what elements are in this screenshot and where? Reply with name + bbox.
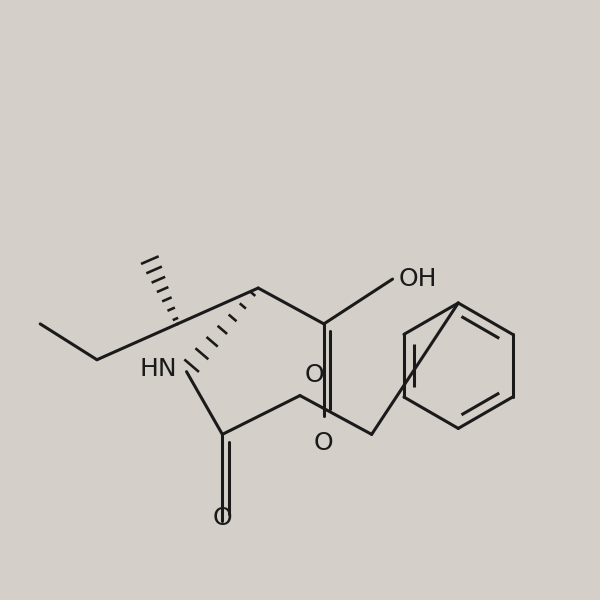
Text: O: O: [314, 431, 334, 455]
Text: OH: OH: [398, 267, 437, 291]
Text: HN: HN: [140, 356, 178, 380]
Text: O: O: [305, 362, 325, 386]
Text: O: O: [212, 506, 232, 530]
